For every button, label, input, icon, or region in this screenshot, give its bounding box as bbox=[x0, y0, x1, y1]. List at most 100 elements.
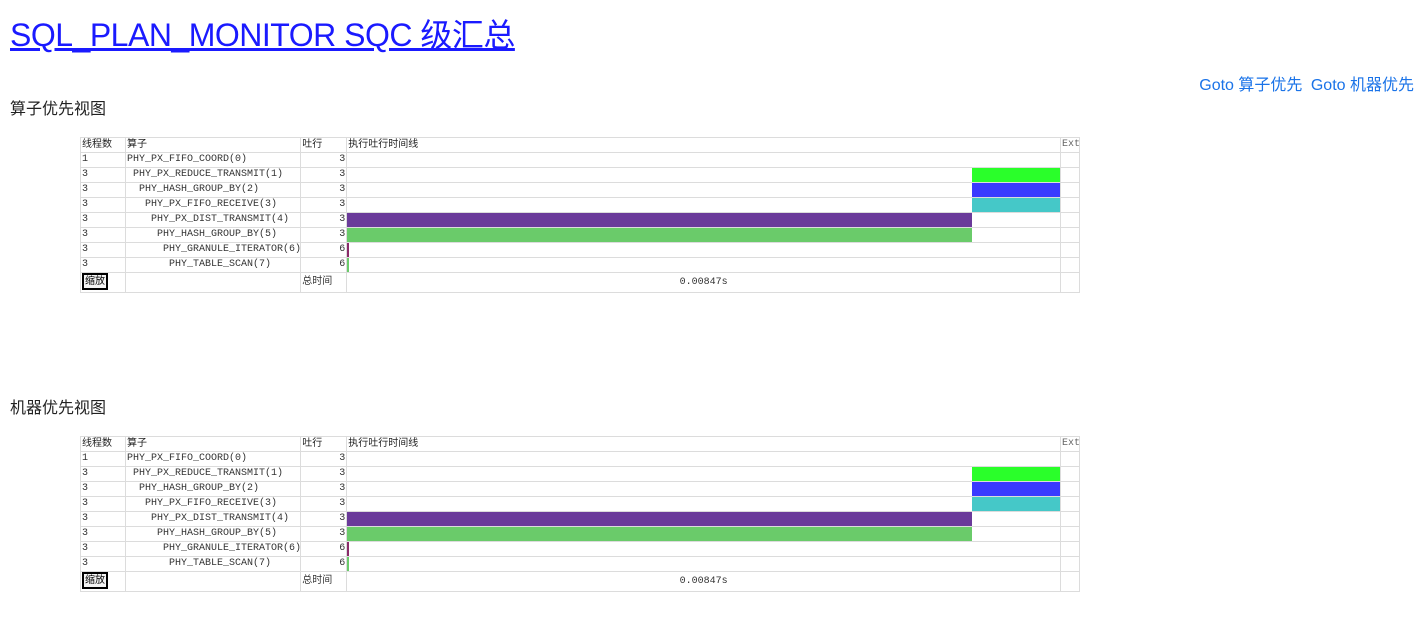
timeline-bar[interactable] bbox=[347, 228, 972, 242]
rows-output-cell: 3 bbox=[300, 496, 348, 512]
goto-operator-first-link[interactable]: Goto 算子优先 bbox=[1199, 77, 1303, 94]
zoom-cell: 缩放 bbox=[79, 571, 127, 592]
thread-count-cell: 3 bbox=[79, 227, 127, 243]
plan-row: 1 PHY_PX_FIFO_COORD(0) 3 bbox=[79, 451, 1081, 467]
thread-count-cell: 3 bbox=[79, 182, 127, 198]
rows-output-cell: 3 bbox=[300, 511, 348, 527]
timeline-cell bbox=[346, 541, 1061, 557]
rows-output-cell: 3 bbox=[300, 466, 348, 482]
thread-count-cell: 1 bbox=[79, 152, 127, 168]
goto-machine-first-link[interactable]: Goto 机器优先 bbox=[1310, 77, 1414, 94]
rows-output-cell: 3 bbox=[300, 526, 348, 542]
ext-cell bbox=[1059, 242, 1081, 258]
rows-output-cell: 6 bbox=[300, 541, 348, 557]
timeline-cell bbox=[346, 556, 1061, 572]
plan-row: 3 PHY_PX_DIST_TRANSMIT(4) 3 bbox=[79, 212, 1081, 228]
plan-row: 3 PHY_HASH_GROUP_BY(2) 3 bbox=[79, 481, 1081, 497]
timeline-cell bbox=[346, 481, 1061, 497]
timeline-cell bbox=[346, 526, 1061, 542]
rows-output-cell: 3 bbox=[300, 167, 348, 183]
table-footer-row: 缩放 总时间 0.00847s bbox=[79, 272, 1081, 293]
timeline-bar[interactable] bbox=[347, 213, 972, 227]
operator-cell: PHY_GRANULE_ITERATOR(6) bbox=[125, 541, 302, 557]
ext-cell bbox=[1059, 526, 1081, 542]
timeline-bar[interactable] bbox=[347, 527, 972, 541]
timeline-bar[interactable] bbox=[347, 243, 350, 257]
threads-column-header: 线程数 bbox=[79, 137, 127, 153]
timeline-bar[interactable] bbox=[971, 183, 1060, 197]
timeline-cell bbox=[346, 257, 1061, 273]
thread-count-cell: 3 bbox=[79, 242, 127, 258]
timeline-bar[interactable] bbox=[347, 512, 972, 526]
ext-column-header: Ext bbox=[1059, 137, 1081, 153]
operator-cell: PHY_PX_DIST_TRANSMIT(4) bbox=[125, 511, 302, 527]
timeline-bar[interactable] bbox=[347, 542, 350, 556]
operator-cell: PHY_TABLE_SCAN(7) bbox=[125, 257, 302, 273]
timeline-bar[interactable] bbox=[971, 482, 1060, 496]
rows-output-cell: 6 bbox=[300, 242, 348, 258]
timeline-cell bbox=[346, 466, 1061, 482]
ext-cell bbox=[1059, 496, 1081, 512]
machine-view-table: 线程数 算子 吐行 执行吐行时间线 Ext 1 PHY_PX_FIFO_COORD… bbox=[79, 436, 1081, 592]
plan-row: 3 PHY_GRANULE_ITERATOR(6) 6 bbox=[79, 242, 1081, 258]
timeline-bar[interactable] bbox=[971, 497, 1060, 511]
operator-cell: PHY_PX_FIFO_COORD(0) bbox=[125, 451, 302, 467]
operator-cell: PHY_HASH_GROUP_BY(2) bbox=[125, 481, 302, 497]
timeline-cell bbox=[346, 152, 1061, 168]
thread-count-cell: 3 bbox=[79, 257, 127, 273]
timeline-cell bbox=[346, 496, 1061, 512]
operator-view-heading: 算子优先视图 bbox=[10, 101, 107, 118]
plan-row: 3 PHY_HASH_GROUP_BY(5) 3 bbox=[79, 227, 1081, 243]
timeline-cell bbox=[346, 227, 1061, 243]
timeline-bar[interactable] bbox=[971, 467, 1060, 481]
timeline-cell bbox=[346, 197, 1061, 213]
page-title[interactable]: SQL_PLAN_MONITOR SQC 级汇总 bbox=[10, 17, 515, 53]
timeline-bar[interactable] bbox=[971, 198, 1060, 212]
ext-cell bbox=[1059, 182, 1081, 198]
rows-column-header: 吐行 bbox=[300, 137, 348, 153]
empty-cell bbox=[1059, 272, 1081, 293]
timeline-column-header: 执行吐行时间线 bbox=[346, 137, 1061, 153]
ext-cell bbox=[1059, 511, 1081, 527]
plan-row: 3 PHY_PX_FIFO_RECEIVE(3) 3 bbox=[79, 496, 1081, 512]
operator-cell: PHY_TABLE_SCAN(7) bbox=[125, 556, 302, 572]
timeline-cell bbox=[346, 451, 1061, 467]
operator-cell: PHY_HASH_GROUP_BY(2) bbox=[125, 182, 302, 198]
operator-cell: PHY_PX_REDUCE_TRANSMIT(1) bbox=[125, 466, 302, 482]
thread-count-cell: 3 bbox=[79, 481, 127, 497]
thread-count-cell: 3 bbox=[79, 556, 127, 572]
ext-column-header: Ext bbox=[1059, 436, 1081, 452]
operator-cell: PHY_GRANULE_ITERATOR(6) bbox=[125, 242, 302, 258]
operator-cell: PHY_PX_FIFO_RECEIVE(3) bbox=[125, 197, 302, 213]
table-footer-row: 缩放 总时间 0.00847s bbox=[79, 571, 1081, 592]
rows-column-header: 吐行 bbox=[300, 436, 348, 452]
plan-row: 3 PHY_HASH_GROUP_BY(5) 3 bbox=[79, 526, 1081, 542]
empty-cell bbox=[1059, 571, 1081, 592]
operator-cell: PHY_HASH_GROUP_BY(5) bbox=[125, 227, 302, 243]
ext-cell bbox=[1059, 152, 1081, 168]
table-header-row: 线程数 算子 吐行 执行吐行时间线 Ext bbox=[79, 436, 1081, 452]
total-time-value: 0.00847s bbox=[346, 571, 1061, 592]
rows-output-cell: 6 bbox=[300, 556, 348, 572]
timeline-bar[interactable] bbox=[971, 168, 1060, 182]
zoom-button[interactable]: 缩放 bbox=[82, 273, 108, 290]
timeline-cell bbox=[346, 182, 1061, 198]
thread-count-cell: 3 bbox=[79, 212, 127, 228]
plan-row: 1 PHY_PX_FIFO_COORD(0) 3 bbox=[79, 152, 1081, 168]
empty-cell bbox=[125, 272, 302, 293]
rows-output-cell: 6 bbox=[300, 257, 348, 273]
timeline-bar[interactable] bbox=[347, 557, 350, 571]
ext-cell bbox=[1059, 481, 1081, 497]
timeline-bar[interactable] bbox=[347, 258, 350, 272]
thread-count-cell: 3 bbox=[79, 541, 127, 557]
zoom-button[interactable]: 缩放 bbox=[82, 572, 108, 589]
total-time-label: 总时间 bbox=[300, 272, 348, 293]
total-time-value: 0.00847s bbox=[346, 272, 1061, 293]
plan-row: 3 PHY_TABLE_SCAN(7) 6 bbox=[79, 556, 1081, 572]
plan-row: 3 PHY_PX_FIFO_RECEIVE(3) 3 bbox=[79, 197, 1081, 213]
operator-cell: PHY_PX_REDUCE_TRANSMIT(1) bbox=[125, 167, 302, 183]
plan-row: 3 PHY_PX_DIST_TRANSMIT(4) 3 bbox=[79, 511, 1081, 527]
operator-cell: PHY_PX_DIST_TRANSMIT(4) bbox=[125, 212, 302, 228]
ext-cell bbox=[1059, 257, 1081, 273]
machine-view-heading: 机器优先视图 bbox=[10, 400, 107, 417]
